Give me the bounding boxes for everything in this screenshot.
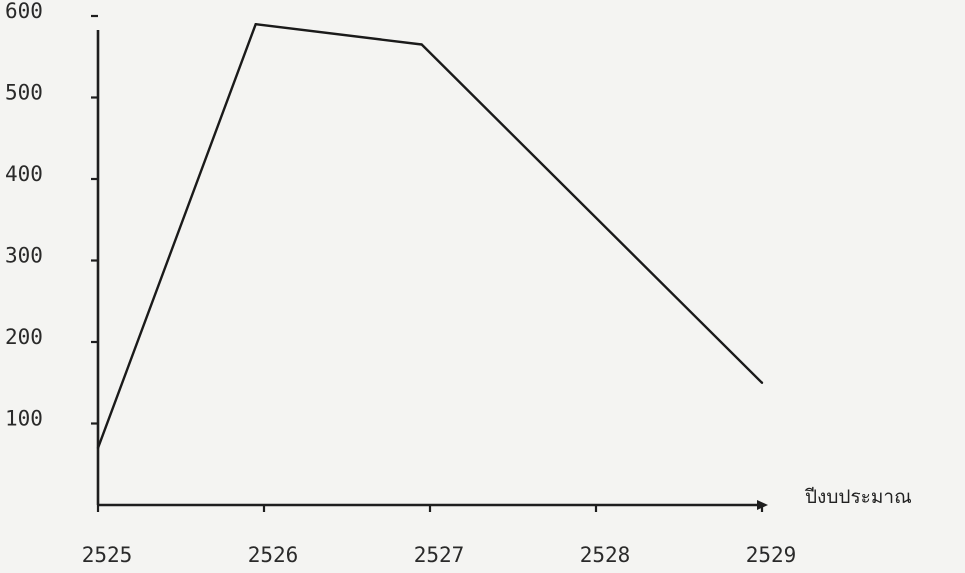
x-tick-label: 2525 <box>82 543 133 567</box>
y-tick-label: 200 <box>5 325 43 349</box>
y-tick-label: 600 <box>5 0 43 23</box>
x-ticks: 2525 2526 2527 2528 2529 <box>82 505 797 567</box>
y-tick-label: 100 <box>5 407 43 431</box>
chart-axes <box>96 30 768 510</box>
x-tick-label: 2528 <box>580 543 631 567</box>
data-point <box>420 43 423 46</box>
y-tick-label: 500 <box>5 81 43 105</box>
series-line <box>96 23 763 449</box>
series-layer <box>96 22 764 450</box>
data-point <box>760 381 764 384</box>
x-tick-label: 2529 <box>746 543 797 567</box>
y-ticks: 100 200 300 400 500 600 <box>5 0 98 431</box>
x-tick-label: 2526 <box>248 543 299 567</box>
x-axis-title: ปีงบประมาณ <box>804 486 911 508</box>
data-point <box>254 22 257 26</box>
data-point <box>96 446 100 450</box>
y-tick-label: 300 <box>5 244 43 268</box>
x-tick-label: 2527 <box>414 543 465 567</box>
y-tick-label: 400 <box>5 162 43 186</box>
